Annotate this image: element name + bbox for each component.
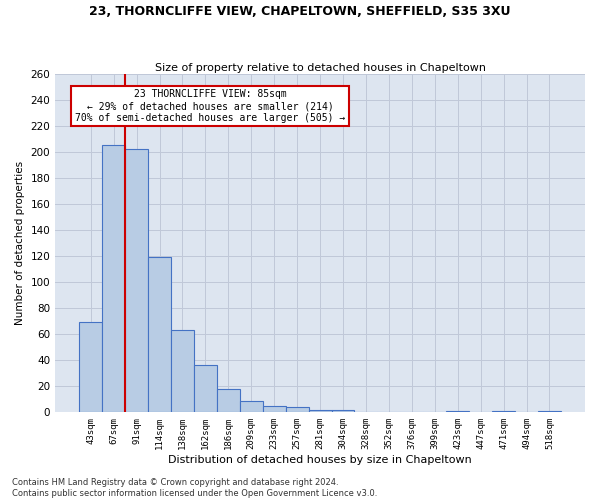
Bar [171,330,194,412]
Text: 23, THORNCLIFFE VIEW, CHAPELTOWN, SHEFFIELD, S35 3XU: 23, THORNCLIFFE VIEW, CHAPELTOWN, SHEFFI… [89,5,511,18]
Bar [538,411,561,412]
Bar [148,258,171,412]
Y-axis label: Number of detached properties: Number of detached properties [15,161,25,325]
Text: Contains HM Land Registry data © Crown copyright and database right 2024.
Contai: Contains HM Land Registry data © Crown c… [12,478,377,498]
Bar [102,146,125,412]
Bar [263,406,286,412]
Bar [286,407,308,412]
Text: 23 THORNCLIFFE VIEW: 85sqm
← 29% of detached houses are smaller (214)
70% of sem: 23 THORNCLIFFE VIEW: 85sqm ← 29% of deta… [75,90,345,122]
Bar [217,389,240,412]
Bar [240,400,263,412]
X-axis label: Distribution of detached houses by size in Chapeltown: Distribution of detached houses by size … [168,455,472,465]
Bar [125,150,148,412]
Bar [492,411,515,412]
Bar [79,322,102,412]
Bar [446,411,469,412]
Bar [194,366,217,412]
Bar [308,410,332,412]
Bar [332,410,355,412]
Title: Size of property relative to detached houses in Chapeltown: Size of property relative to detached ho… [155,63,485,73]
